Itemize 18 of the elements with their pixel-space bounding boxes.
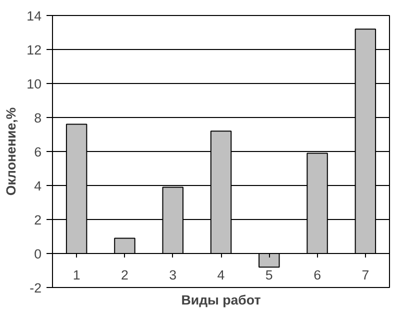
y-tick-label: 12 [26,42,42,58]
x-tick-label: 6 [314,268,321,282]
x-tick-label: 7 [362,268,370,282]
y-tick-label: 0 [34,246,42,262]
x-axis-title: Виды работ [181,292,262,308]
x-tick-label: 3 [169,268,177,282]
y-tick-label: 10 [26,76,42,92]
x-tick-label: 5 [265,268,273,282]
x-tick-label: 2 [121,268,128,282]
x-tick-label: 1 [72,268,80,282]
y-tick-label: 2 [34,212,42,228]
y-tick-label: 6 [34,144,42,160]
y-tick-label: 14 [26,8,42,24]
y-tick-label: 8 [34,110,42,126]
y-tick-label: -2 [30,280,42,296]
y-tick-label: 4 [34,178,42,194]
x-tick-label: 4 [217,268,226,282]
y-axis-title: Оклонение,% [4,107,19,196]
